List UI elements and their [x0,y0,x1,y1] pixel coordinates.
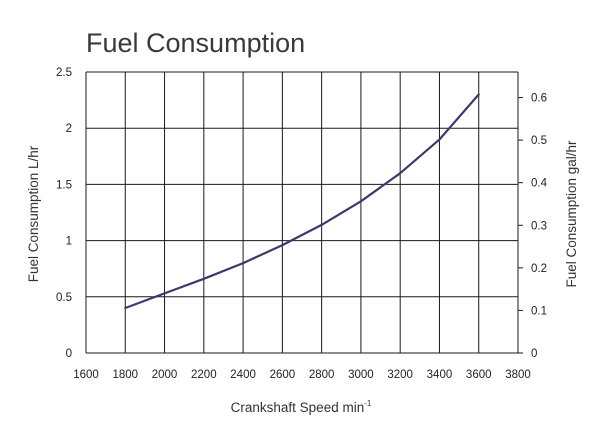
x-tick-label: 3800 [505,369,531,381]
x-tick-label: 2400 [230,369,256,381]
y-tick-label: 1.5 [56,179,72,191]
x-tick-label: 2600 [270,369,296,381]
y2-tick-label: 0 [531,348,537,360]
y-tick-label: 0 [66,348,72,360]
x-tick-label: 2200 [191,369,217,381]
y2-tick-label: 0.3 [531,220,547,232]
axis-ticks: 1600 1800 2000 2200 2400 2600 2800 3000 3200 3400… [56,67,548,381]
grid-lines [86,72,518,353]
x-tick-label: 3600 [466,369,492,381]
y2-axis-title: Fuel Consumption gal/hr [564,140,579,288]
y-tick-label: 1 [66,236,72,248]
y2-tick-label: 0.5 [531,135,547,147]
x-tick-label: 2000 [152,369,178,381]
plot-frame [85,71,519,354]
chart-title: Fuel Consumption [86,28,305,58]
x-tick-label: 3200 [387,369,413,381]
y-tick-label: 2 [66,123,72,135]
x-tick-label: 2800 [309,369,335,381]
fuel-consumption-line [124,93,480,310]
y-tick-label: 0.5 [56,292,72,304]
y2-tick-label: 0.4 [531,178,548,190]
x-tick-label: 3000 [348,369,374,381]
y2-tick-label: 0.1 [531,305,547,317]
x-axis-title: Crankshaft Speed min-1 [231,399,372,415]
y-tick-label: 2.5 [56,67,72,79]
y2-tick-label: 0.2 [531,263,547,275]
y-axis-title: Fuel Consumption L/hr [26,145,41,282]
x-tick-label: 1800 [112,369,138,381]
series-layer [124,93,480,310]
x-axis-title-main: Crankshaft Speed min [231,400,365,415]
x-tick-label: 1600 [73,369,99,381]
x-axis-title-superscript: -1 [364,399,372,408]
x-tick-label: 3400 [427,369,453,381]
y2-tick-label: 0.6 [531,93,547,105]
